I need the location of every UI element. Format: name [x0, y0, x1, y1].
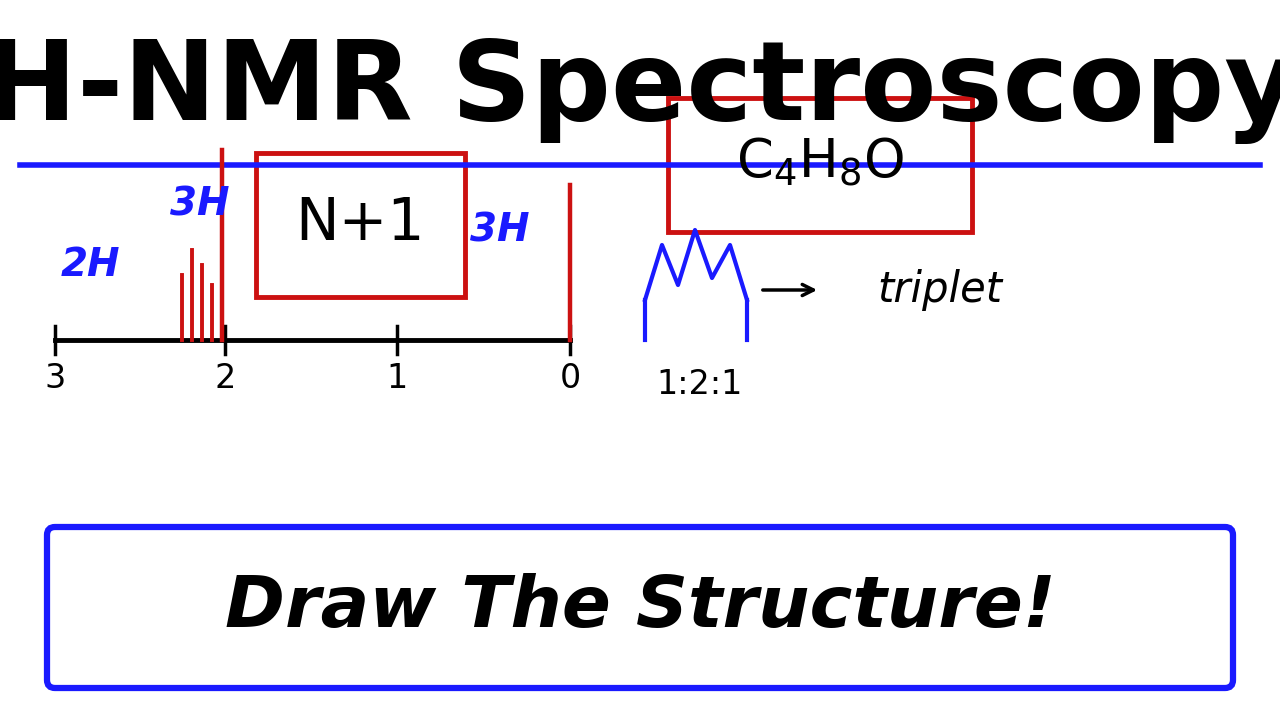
Text: 1: 1: [387, 361, 407, 395]
Text: 1:2:1: 1:2:1: [657, 369, 744, 402]
Text: triplet: triplet: [877, 269, 1002, 311]
Text: N+1: N+1: [296, 194, 425, 251]
Text: 3H: 3H: [170, 186, 229, 224]
Text: 0: 0: [559, 361, 581, 395]
Text: Draw The Structure!: Draw The Structure!: [224, 572, 1056, 642]
FancyBboxPatch shape: [668, 98, 972, 232]
Text: $\mathrm{C_4H_8O}$: $\mathrm{C_4H_8O}$: [736, 137, 904, 189]
Text: 2H: 2H: [60, 246, 120, 284]
Text: H-NMR Spectroscopy: H-NMR Spectroscopy: [0, 37, 1280, 143]
Text: 3: 3: [45, 361, 65, 395]
FancyBboxPatch shape: [256, 153, 465, 297]
Text: 2: 2: [214, 361, 236, 395]
FancyBboxPatch shape: [47, 527, 1233, 688]
Text: 3H: 3H: [470, 211, 530, 249]
